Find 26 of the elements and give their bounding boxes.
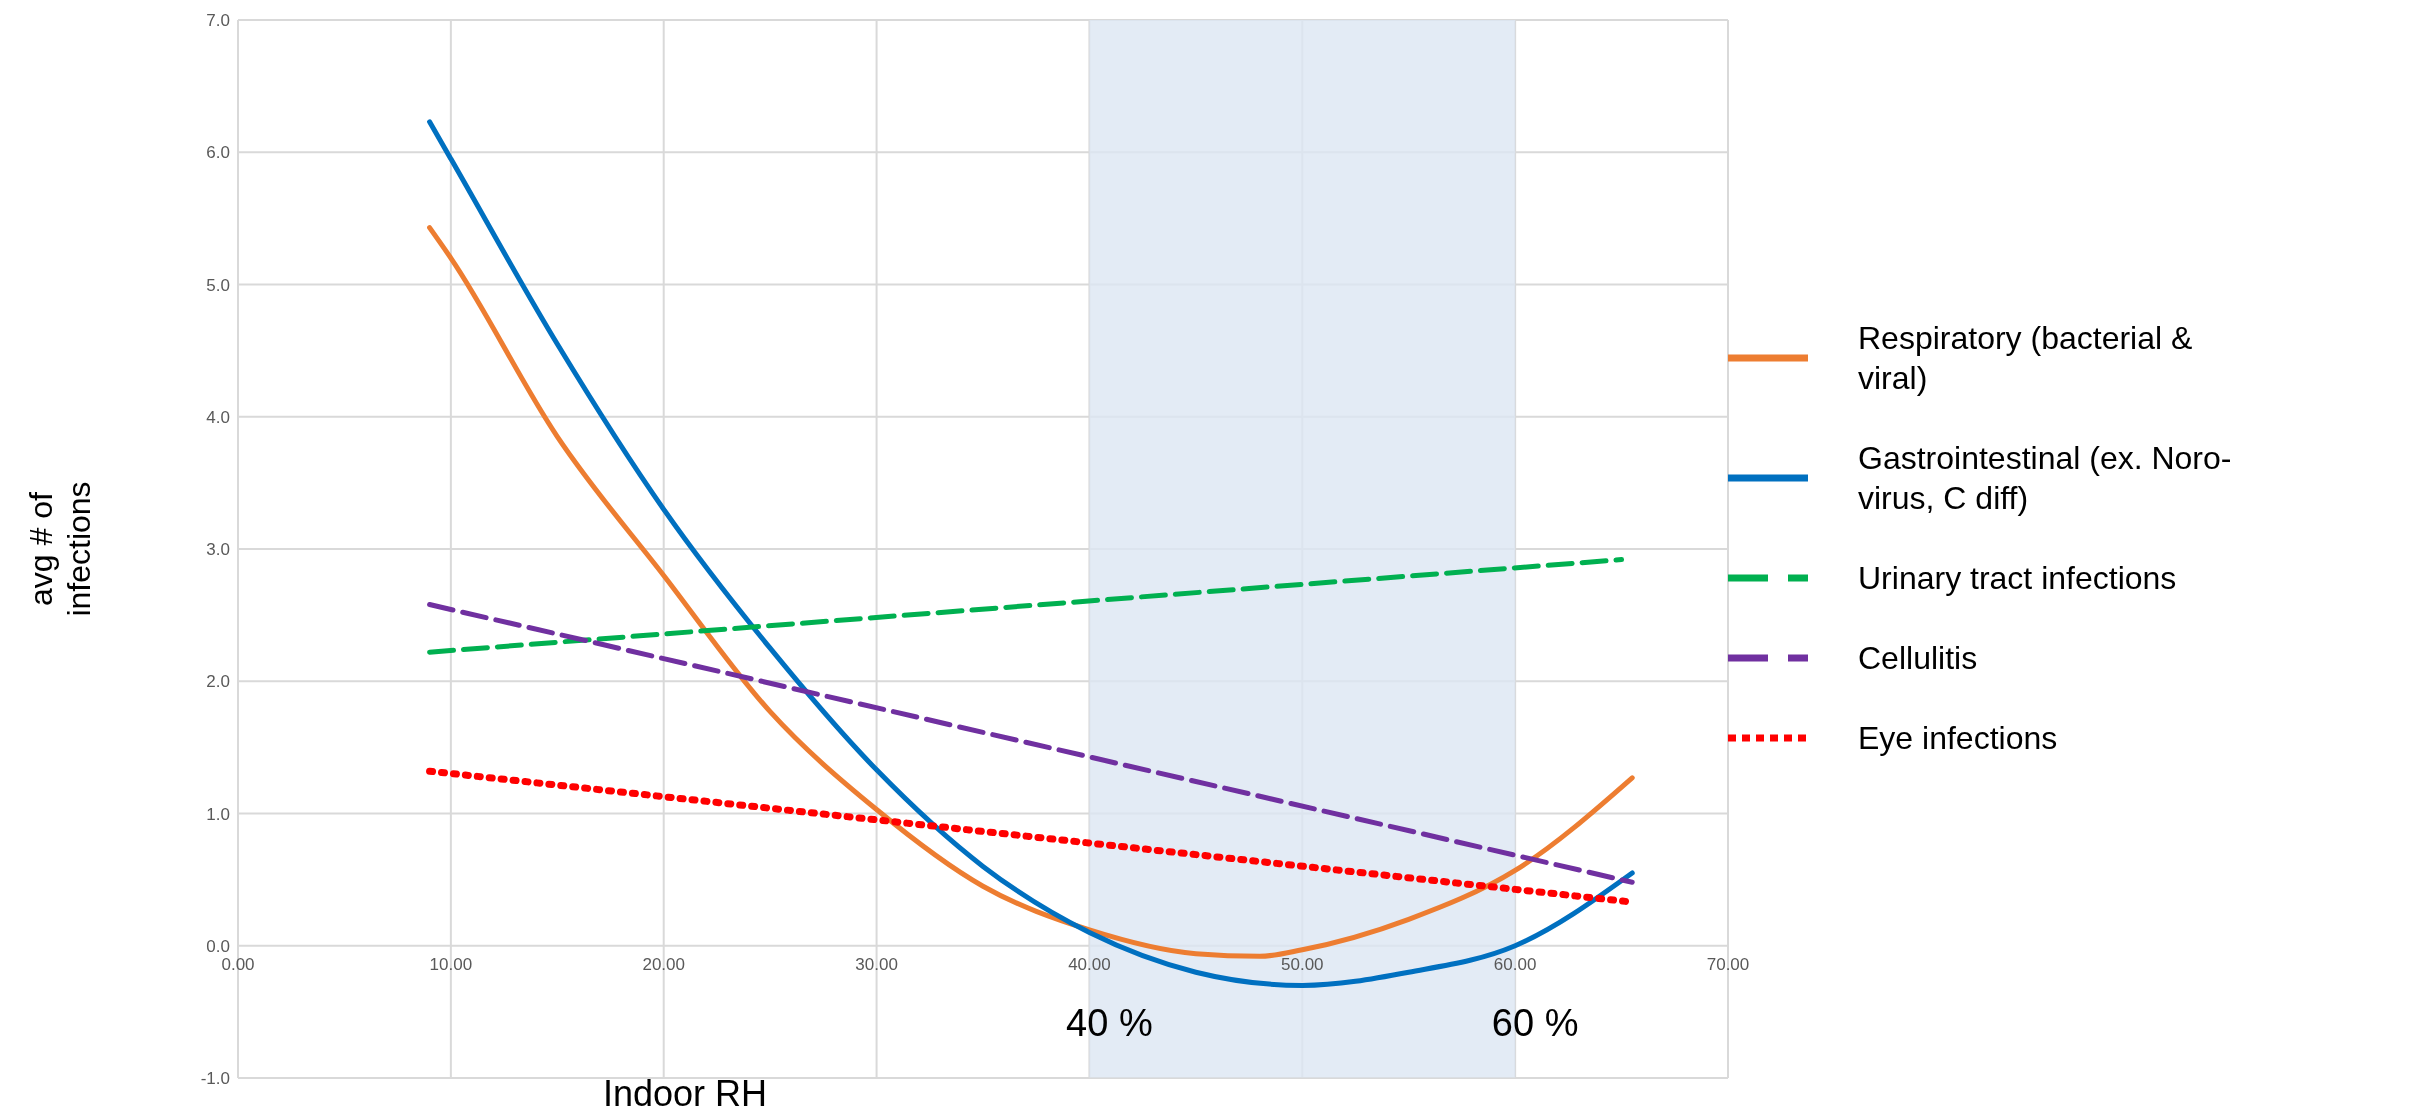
y-axis-title: avg # of infections: [23, 481, 97, 617]
x-tick-label: 20.00: [642, 954, 685, 974]
legend-label: Eye infections: [1858, 719, 2059, 758]
x-tick-label: 30.00: [855, 954, 898, 974]
legend-label: Cellulitis: [1858, 639, 1979, 678]
x-tick-label: 10.00: [429, 954, 473, 974]
y-tick-label: 1.0: [206, 804, 230, 824]
legend-label: Urinary tract infections: [1858, 559, 2178, 598]
y-tick-label: 0.0: [206, 936, 230, 956]
legend-label: Respiratory (bacterial & viral): [1858, 319, 2194, 398]
annotation: 40 %: [1066, 1001, 1153, 1044]
y-tick-label: 2.0: [206, 672, 230, 692]
x-tick-label: 70.00: [1706, 954, 1750, 974]
legend-label: Gastrointestinal (ex. Noro-virus, C diff): [1858, 439, 2233, 518]
y-tick-label: 6.0: [206, 143, 230, 163]
y-tick-label: 7.0: [206, 11, 230, 31]
x-tick-label: 60.00: [1493, 954, 1537, 974]
x-tick-label: 50.00: [1281, 954, 1324, 974]
x-tick-label: 0.00: [221, 954, 255, 974]
y-tick-label: 5.0: [206, 275, 230, 295]
annotation: 60 %: [1491, 1001, 1579, 1044]
x-axis-title: Indoor RH: [602, 1073, 768, 1114]
y-tick-label: -1.0: [200, 1069, 230, 1089]
y-tick-label: 3.0: [206, 540, 230, 560]
x-tick-label: 40.00: [1068, 954, 1111, 974]
y-tick-label: 4.0: [206, 407, 230, 427]
